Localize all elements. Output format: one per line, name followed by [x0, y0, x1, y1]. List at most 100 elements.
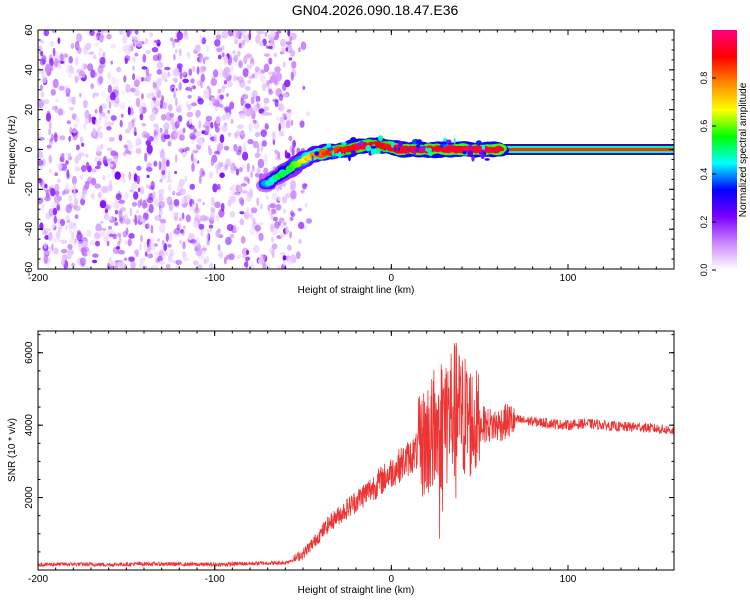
- noise-blob: [175, 192, 182, 197]
- noise-blob: [156, 61, 164, 69]
- noise-blob: [68, 56, 73, 64]
- noise-blob: [223, 145, 230, 151]
- noise-blob: [48, 120, 52, 130]
- noise-blob: [229, 233, 235, 239]
- noise-blob: [173, 53, 176, 61]
- noise-blob: [54, 172, 59, 177]
- noise-blob: [175, 97, 178, 107]
- noise-blob: [187, 94, 192, 99]
- noise-blob: [128, 256, 135, 262]
- noise-blob: [164, 66, 171, 71]
- noise-blob: [54, 57, 58, 67]
- noise-blob: [275, 204, 282, 211]
- noise-blob: [224, 256, 227, 265]
- noise-blob: [182, 71, 188, 78]
- noise-blob: [38, 150, 44, 160]
- noise-blob: [134, 217, 138, 226]
- noise-blob: [195, 44, 201, 52]
- noise-blob: [222, 85, 225, 93]
- noise-blob: [132, 65, 135, 71]
- noise-blob: [210, 156, 215, 167]
- noise-blob: [144, 37, 149, 45]
- noise-blob: [289, 216, 294, 221]
- noise-blob: [209, 212, 215, 222]
- noise-blob: [168, 232, 173, 242]
- noise-blob: [44, 196, 51, 202]
- noise-blob: [118, 211, 123, 219]
- ridge-speck: [378, 135, 383, 142]
- noise-blob: [54, 105, 58, 114]
- noise-blob: [196, 136, 204, 146]
- noise-blob: [253, 104, 259, 112]
- noise-blob: [59, 53, 64, 62]
- noise-blob: [184, 146, 190, 152]
- noise-blob: [182, 241, 186, 250]
- noise-blob: [72, 224, 77, 232]
- noise-blob: [189, 198, 193, 207]
- noise-blob: [110, 229, 116, 235]
- noise-blob: [134, 35, 140, 42]
- noise-blob: [133, 191, 139, 200]
- noise-blob: [201, 30, 206, 33]
- noise-blob: [40, 164, 43, 171]
- noise-blob: [134, 89, 140, 97]
- noise-blob: [173, 199, 180, 207]
- ridge-blob: [498, 147, 505, 152]
- noise-blob: [51, 133, 54, 141]
- noise-blob: [135, 97, 141, 108]
- noise-blob: [248, 188, 253, 198]
- noise-blob: [76, 232, 83, 242]
- noise-blob: [279, 233, 285, 238]
- noise-blob: [257, 222, 264, 226]
- noise-blob: [94, 232, 101, 240]
- noise-blob: [190, 135, 197, 140]
- noise-blob: [238, 131, 245, 136]
- noise-blob: [240, 183, 247, 187]
- ridge-speck: [413, 149, 417, 156]
- noise-blob: [287, 30, 291, 37]
- noise-blob: [176, 63, 183, 70]
- noise-blob: [215, 34, 222, 40]
- noise-blob: [181, 251, 187, 259]
- noise-blob: [272, 216, 278, 222]
- noise-blob: [136, 165, 142, 171]
- noise-blob: [92, 259, 98, 264]
- noise-blob: [186, 111, 194, 118]
- noise-blob: [75, 56, 79, 66]
- noise-blob: [65, 204, 72, 214]
- noise-blob: [142, 53, 147, 63]
- noise-blob: [168, 249, 175, 257]
- noise-blob: [87, 249, 92, 257]
- noise-blob: [214, 134, 217, 143]
- noise-blob: [267, 204, 271, 212]
- noise-blob: [276, 117, 280, 121]
- noise-blob: [87, 63, 94, 72]
- ridge-speck: [370, 145, 377, 149]
- noise-blob: [91, 168, 97, 173]
- noise-blob: [272, 139, 276, 145]
- noise-blob: [153, 160, 158, 167]
- ridge-speck: [383, 148, 387, 151]
- noise-blob: [274, 221, 280, 230]
- noise-blob: [234, 229, 237, 233]
- noise-blob: [84, 109, 90, 119]
- noise-blob: [148, 185, 155, 190]
- noise-blob: [106, 94, 111, 104]
- noise-blob: [249, 63, 255, 67]
- noise-blob: [80, 247, 88, 254]
- noise-blob: [39, 222, 44, 231]
- noise-blob: [270, 223, 274, 233]
- noise-blob: [161, 239, 165, 246]
- noise-blob: [139, 257, 146, 263]
- noise-blob: [164, 128, 169, 136]
- colorbar-gradient: [712, 30, 737, 270]
- noise-blob: [222, 69, 229, 79]
- noise-blob: [263, 106, 270, 112]
- noise-blob: [279, 116, 284, 123]
- noise-blob: [73, 197, 79, 207]
- noise-blob: [54, 190, 60, 196]
- noise-blob: [169, 37, 174, 42]
- noise-blob: [57, 61, 62, 70]
- noise-blob: [60, 163, 68, 171]
